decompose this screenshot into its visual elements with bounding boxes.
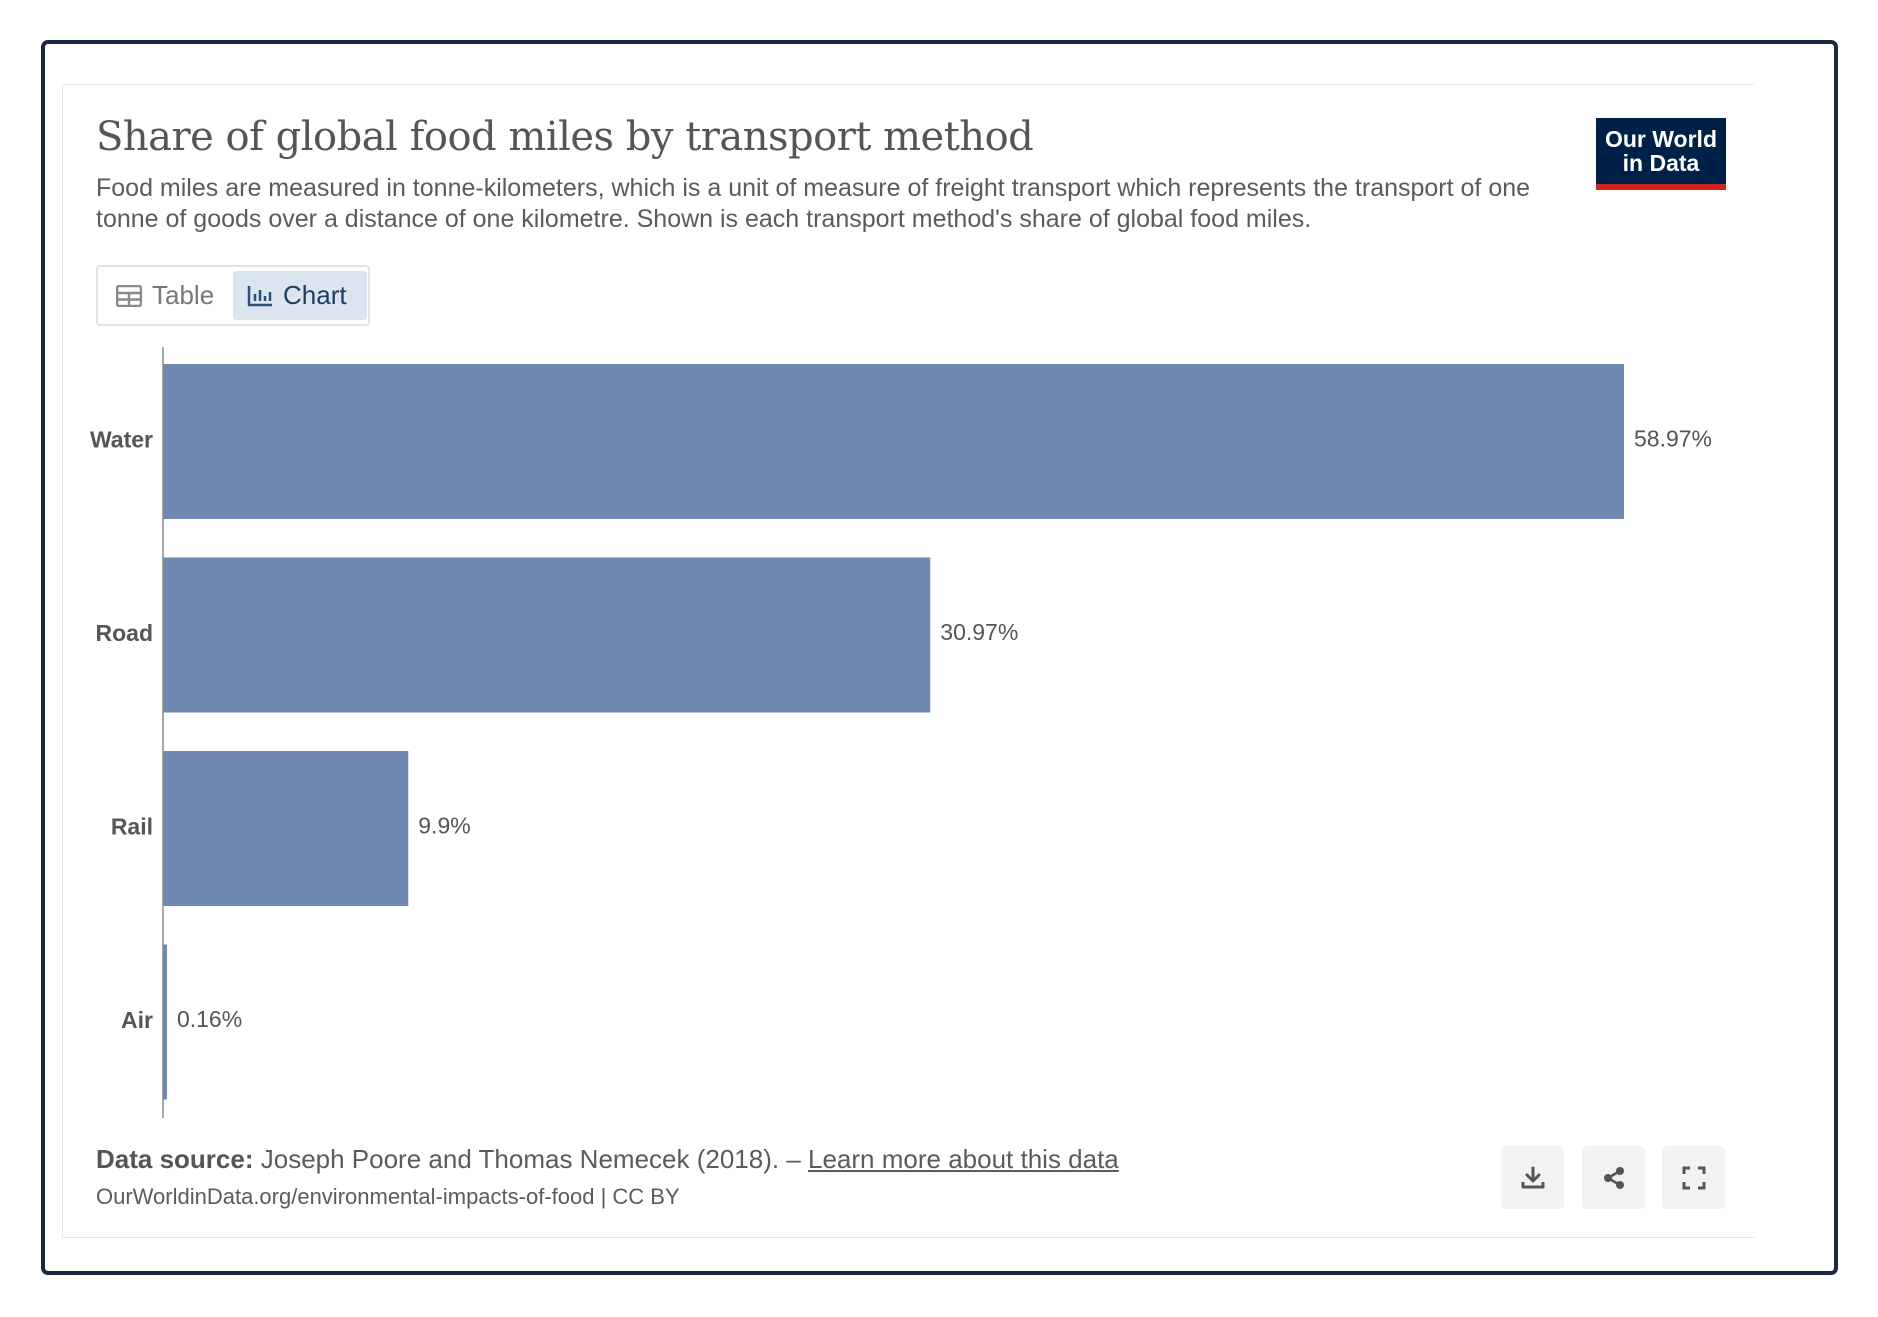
bar-air[interactable] <box>163 944 167 1100</box>
bar-water[interactable] <box>163 364 1624 519</box>
tab-chart-label: Chart <box>283 280 347 310</box>
learn-more-link[interactable]: Learn more about this data <box>808 1144 1119 1174</box>
bar-road[interactable] <box>163 557 931 713</box>
fullscreen-button[interactable] <box>1662 1146 1725 1209</box>
tab-table-label: Table <box>152 280 215 310</box>
chart-title: Share of global food miles by transport … <box>96 114 1034 160</box>
logo-line-1: Our World <box>1604 126 1717 152</box>
chart-subtitle: Food miles are measured in tonne-kilomet… <box>96 174 1531 233</box>
bars-group: Water 58.97% Road 30.97% Rail 9.9% Air 0.16% <box>90 364 1712 1100</box>
download-button[interactable] <box>1501 1146 1564 1209</box>
share-button[interactable] <box>1582 1146 1645 1209</box>
source-label: Data source: <box>96 1144 254 1174</box>
table-icon <box>116 284 142 307</box>
data-source: Data source: Joseph Poore and Thomas Nem… <box>96 1144 1119 1175</box>
bar-rail[interactable] <box>163 751 409 906</box>
logo-line-2: in Data <box>1622 150 1700 176</box>
share-icon <box>1603 1166 1624 1189</box>
tab-table[interactable]: Table <box>102 271 232 320</box>
category-label-rail: Rail <box>111 814 153 840</box>
category-label-road: Road <box>96 620 154 646</box>
category-label-water: Water <box>90 427 153 453</box>
fullscreen-icon <box>1682 1166 1705 1189</box>
value-label-road: 30.97% <box>940 619 1018 645</box>
value-label-water: 58.97% <box>1634 426 1712 452</box>
value-label-rail: 9.9% <box>418 813 470 839</box>
category-label-air: Air <box>121 1007 153 1033</box>
owid-logo[interactable]: Our World in Data <box>1596 118 1726 190</box>
tab-chart[interactable]: Chart <box>233 271 367 320</box>
source-url-license: OurWorldinData.org/environmental-impacts… <box>96 1184 680 1209</box>
source-text: Joseph Poore and Thomas Nemecek (2018). … <box>260 1144 801 1174</box>
view-toggle: Table Chart <box>96 265 370 326</box>
download-icon <box>1521 1166 1544 1188</box>
bar-chart-icon <box>247 285 272 306</box>
value-label-air: 0.16% <box>177 1006 242 1032</box>
